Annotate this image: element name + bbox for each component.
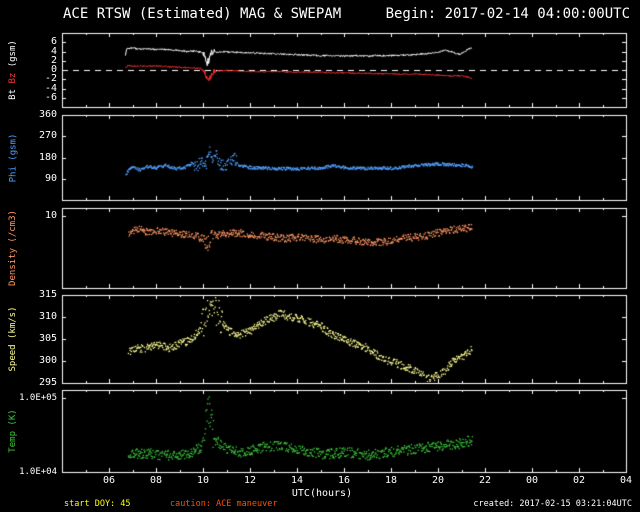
y-axis-title: Temp (K)	[7, 390, 19, 472]
x-tick-label: 04	[619, 475, 633, 486]
x-tick-label: 10	[196, 475, 210, 486]
y-tick-label: -4	[44, 82, 57, 94]
y-axis-title: Bt Bz (gsm)	[7, 33, 19, 107]
x-tick-label: 06	[102, 475, 116, 486]
y-axis-title-part: Bz	[8, 72, 18, 84]
x-tick-label: 08	[149, 475, 163, 486]
y-tick-label: 180	[38, 151, 57, 163]
x-axis-title: UTC(hours)	[291, 488, 353, 499]
plot-title: ACE RTSW (Estimated) MAG & SWEPAM	[63, 6, 342, 22]
y-tick-label: 0	[50, 64, 57, 75]
y-tick-label: 270	[38, 130, 57, 142]
y-tick-label: 315	[38, 289, 57, 300]
y-tick-label: -2	[44, 73, 57, 85]
y-tick-label: -6	[44, 91, 57, 103]
y-tick-label: 1.0E+04	[19, 467, 57, 477]
y-tick-label: 305	[38, 333, 57, 344]
y-tick-label: 90	[44, 172, 57, 184]
y-axis-title: Speed (km/s)	[7, 295, 19, 383]
y-tick-label: 300	[38, 355, 57, 366]
y-axis-title-part: (gsm)	[8, 40, 18, 68]
y-tick-label: 310	[38, 311, 57, 322]
y-axis-title-part: Phi (gsm)	[8, 133, 18, 182]
y-tick-label: 295	[38, 377, 57, 388]
created-timestamp: created: 2017-02-15 03:21:04UTC	[473, 499, 632, 509]
caution-label: caution: ACE maneuver	[170, 499, 278, 509]
x-tick-label: 12	[243, 475, 257, 486]
y-tick-label: 360	[38, 109, 57, 120]
x-tick-label: 22	[478, 475, 492, 486]
x-tick-label: 02	[572, 475, 586, 486]
y-axis-title: Density (/cm3)	[7, 208, 19, 288]
x-tick-label: 00	[525, 475, 539, 486]
y-axis-title-part: Density (/cm3)	[8, 210, 18, 286]
x-tick-label: 16	[337, 475, 351, 486]
start-doy-label: start DOY: 45	[64, 499, 131, 509]
y-tick-label: 10	[44, 210, 57, 222]
y-axis-title-part: Speed (km/s)	[8, 306, 18, 372]
y-tick-label: 6	[50, 36, 57, 48]
x-tick-label: 18	[384, 475, 398, 486]
x-tick-label: 14	[290, 475, 304, 486]
y-axis-title-part: Temp (K)	[8, 409, 18, 453]
y-axis-title: Phi (gsm)	[7, 115, 19, 200]
y-tick-label: 4	[50, 45, 57, 57]
x-tick-label: 20	[431, 475, 445, 486]
y-tick-label: 1.0E+05	[19, 393, 57, 404]
begin-timestamp: Begin: 2017-02-14 04:00:00UTC	[385, 6, 630, 22]
y-axis-title-part: Bt	[8, 88, 18, 100]
y-tick-label: 2	[50, 54, 57, 66]
